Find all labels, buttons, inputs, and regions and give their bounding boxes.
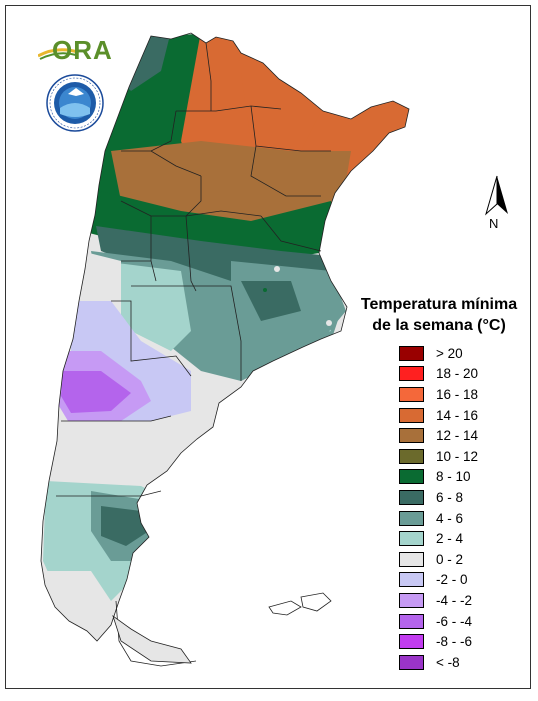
legend-label: 14 - 16: [436, 407, 479, 423]
legend-swatch: [399, 654, 424, 670]
tierra-del-fuego: [112, 614, 192, 664]
legend-swatch: [399, 386, 424, 402]
legend-swatch: [399, 428, 424, 444]
legend-label: -2 - 0: [436, 572, 468, 588]
north-label: N: [489, 216, 499, 231]
legend-swatch: [399, 469, 424, 485]
legend-title: Temperatura mínima de la semana (°C): [344, 294, 530, 336]
ora-logo-icon: ORA: [38, 34, 112, 68]
map-frame: ORA N Temperatura mínima de la semana (°…: [5, 5, 531, 689]
legend-item: 18 - 20: [399, 364, 478, 385]
legend-swatch: [399, 592, 424, 608]
legend-title-line-2: de la semana (°C): [372, 317, 506, 334]
legend-item: 16 - 18: [399, 384, 478, 405]
legend-swatch: [399, 345, 424, 361]
legend-label: 6 - 8: [436, 489, 464, 505]
legend-item: 0 - 2: [399, 549, 478, 570]
legend-item: 14 - 16: [399, 405, 478, 426]
north-arrow-icon: [485, 175, 508, 216]
legend-label: -6 - -4: [436, 613, 473, 629]
legend-item: 12 - 14: [399, 425, 478, 446]
malvinas-islands: [268, 592, 332, 616]
legend-swatch: [399, 572, 424, 588]
legend-item: > 20: [399, 343, 478, 364]
legend-label: 2 - 4: [436, 531, 464, 547]
legend-swatch: [399, 613, 424, 629]
legend-item: 6 - 8: [399, 487, 478, 508]
legend-title-line-1: Temperatura mínima: [360, 296, 518, 313]
legend-label: -8 - -6: [436, 634, 473, 650]
legend-label: 10 - 12: [436, 448, 479, 464]
legend-item: 2 - 4: [399, 528, 478, 549]
legend-swatch: [399, 634, 424, 650]
legend-label: 0 - 2: [436, 551, 464, 567]
legend-item: -2 - 0: [399, 570, 478, 591]
legend-item: 10 - 12: [399, 446, 478, 467]
legend-label: 4 - 6: [436, 510, 464, 526]
coast-spot: [326, 320, 332, 326]
legend-label: 18 - 20: [436, 366, 479, 382]
lake-spot: [274, 266, 280, 272]
legend-item: 4 - 6: [399, 508, 478, 529]
legend-item: < -8: [399, 652, 478, 673]
legend: > 20 18 - 20 16 - 18 14 - 16 12 - 14 10 - 12 8…: [399, 343, 478, 673]
north-arrow: N: [480, 174, 514, 234]
legend-swatch: [399, 448, 424, 464]
legend-label: -4 - -2: [436, 592, 473, 608]
legend-label: < -8: [436, 654, 460, 670]
smn-argentina-seal-icon: [46, 74, 104, 132]
province-borders: [40, 32, 410, 667]
legend-item: -8 - -6: [399, 631, 478, 652]
legend-swatch: [399, 407, 424, 423]
legend-swatch: [399, 551, 424, 567]
legend-item: 8 - 10: [399, 467, 478, 488]
legend-label: 8 - 10: [436, 469, 471, 485]
argentina-temperature-map: [40, 32, 410, 667]
legend-item: -6 - -4: [399, 611, 478, 632]
legend-label: 16 - 18: [436, 386, 479, 402]
logo-text: ORA: [52, 35, 113, 65]
legend-swatch: [399, 510, 424, 526]
legend-label: 12 - 14: [436, 428, 479, 444]
legend-swatch: [399, 531, 424, 547]
legend-swatch: [399, 366, 424, 382]
green-spot: [263, 288, 267, 292]
legend-swatch: [399, 489, 424, 505]
legend-item: -4 - -2: [399, 590, 478, 611]
legend-label: > 20: [436, 345, 463, 361]
